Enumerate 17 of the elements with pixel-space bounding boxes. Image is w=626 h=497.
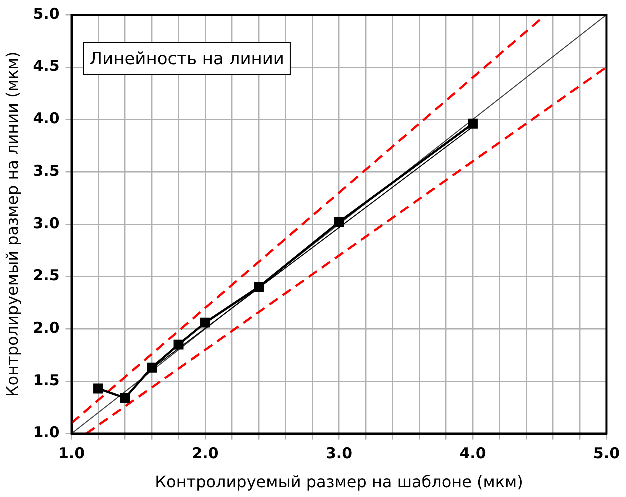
x-tick-label: 4.0 bbox=[460, 444, 486, 463]
y-tick-label: 1.0 bbox=[33, 424, 60, 442]
annotation: Линейность на линии bbox=[90, 49, 284, 70]
y-tick-label: 4.5 bbox=[33, 57, 60, 76]
x-tick-label: 2.0 bbox=[192, 444, 219, 463]
x-axis-title: Контролируемый размер на шаблоне (мкм) bbox=[155, 472, 524, 492]
x-tick-label: 1.0 bbox=[58, 444, 86, 463]
y-tick-label: 2.5 bbox=[33, 266, 60, 285]
y-tick-label: 5.0 bbox=[33, 4, 60, 23]
y-tick-label: 3.0 bbox=[33, 214, 60, 232]
x-tick-label: 3.0 bbox=[326, 444, 353, 463]
y-tick-label: 3.5 bbox=[33, 162, 60, 180]
y-tick-label: 1.5 bbox=[33, 371, 60, 390]
y-tick-label: 2.0 bbox=[33, 318, 60, 337]
y-tick-label: 4.0 bbox=[33, 110, 60, 128]
y-axis-title: Контролируемый размер на линии (мкм) bbox=[2, 52, 22, 398]
x-tick-label: 5.0 bbox=[593, 444, 620, 463]
